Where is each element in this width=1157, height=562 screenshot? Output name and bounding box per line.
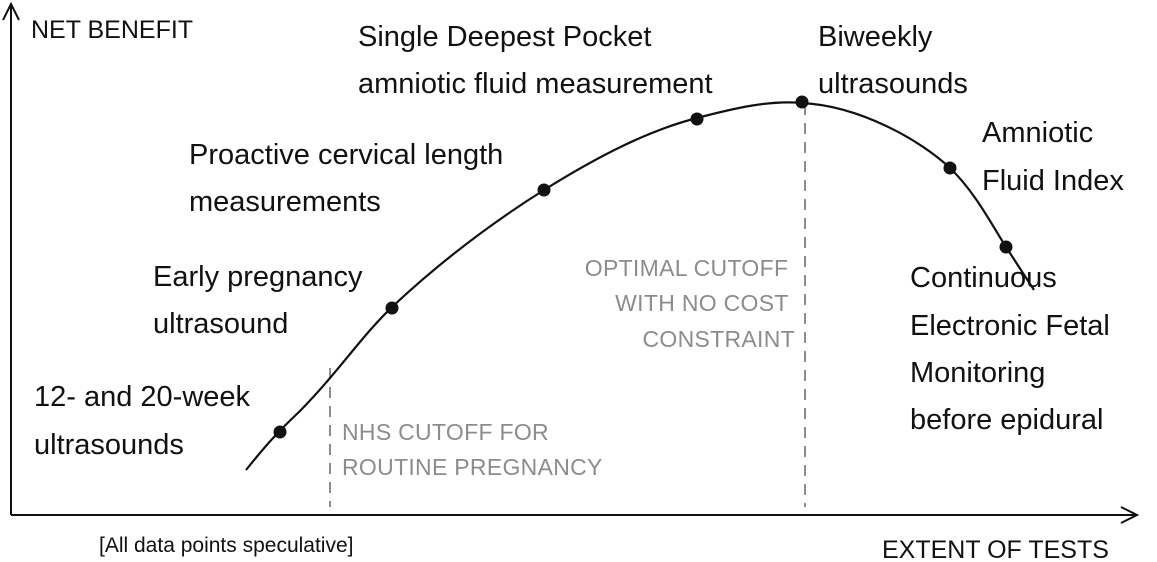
label-line: ultrasound <box>153 308 288 340</box>
benefit-curve <box>245 101 1035 471</box>
label-line: measurements <box>189 186 381 218</box>
speculative-note: [All data points speculative] <box>99 534 353 557</box>
data-point <box>690 112 704 126</box>
label-amniotic-fluid-index: Amniotic Fluid Index <box>982 117 1124 197</box>
label-line: Fluid Index <box>982 165 1124 197</box>
data-point <box>385 301 399 315</box>
label-line: Proactive cervical length <box>189 139 503 171</box>
data-point <box>943 161 957 175</box>
label-single-deepest-pocket: Single Deepest Pocket amniotic fluid mea… <box>358 21 713 100</box>
label-line: Biweekly <box>818 21 933 53</box>
data-points <box>273 95 1013 439</box>
data-point <box>795 95 809 109</box>
optimal-cutoff-label-line: OPTIMAL CUTOFF <box>585 255 789 281</box>
label-line: Monitoring <box>910 357 1045 389</box>
label-line: amniotic fluid measurement <box>358 68 713 100</box>
label-line: Electronic Fetal <box>910 310 1110 342</box>
nhs-cutoff-label-line: ROUTINE PREGNANCY <box>342 454 603 480</box>
label-line: Early pregnancy <box>153 261 363 293</box>
label-continuous-efm: Continuous Electronic Fetal Monitoring b… <box>910 262 1118 436</box>
label-line: Amniotic <box>982 117 1093 149</box>
nhs-cutoff-label: NHS CUTOFF FOR ROUTINE PREGNANCY <box>342 419 603 480</box>
data-point <box>273 425 287 439</box>
data-point <box>999 240 1013 254</box>
optimal-cutoff-label-line: CONSTRAINT <box>643 326 796 352</box>
label-line: 12- and 20-week <box>34 381 251 413</box>
optimal-cutoff-label-line: WITH NO COST <box>615 290 788 316</box>
x-axis-label: EXTENT OF TESTS <box>882 536 1109 562</box>
label-cervical-length: Proactive cervical length measurements <box>189 139 511 218</box>
label-early-pregnancy-ultrasound: Early pregnancy ultrasound <box>153 261 371 340</box>
label-line: Single Deepest Pocket <box>358 21 651 53</box>
optimal-cutoff-label: OPTIMAL CUTOFF WITH NO COST CONSTRAINT <box>585 255 795 352</box>
y-axis-label: NET BENEFIT <box>31 16 193 44</box>
data-point <box>537 183 551 197</box>
label-biweekly-ultrasounds: Biweekly ultrasounds <box>818 21 968 100</box>
label-line: ultrasounds <box>34 429 184 461</box>
label-line: before epidural <box>910 404 1103 436</box>
x-axis-arrowhead <box>1120 506 1140 524</box>
y-axis-arrowhead <box>2 1 20 21</box>
label-line: ultrasounds <box>818 68 968 100</box>
label-12-20-week-ultrasounds: 12- and 20-week ultrasounds <box>34 381 258 461</box>
nhs-cutoff-label-line: NHS CUTOFF FOR <box>342 419 549 445</box>
axes <box>2 1 1140 524</box>
label-line: Continuous <box>910 262 1057 294</box>
